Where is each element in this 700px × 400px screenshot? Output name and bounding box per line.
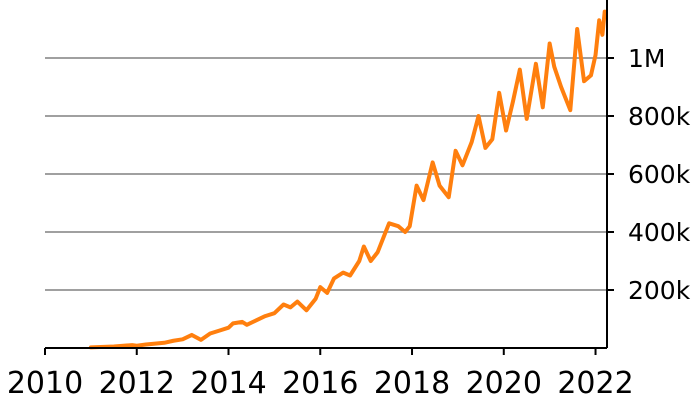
x-tick-label-2022: 2022: [557, 366, 633, 400]
y-tick-label-400k: 400k: [628, 218, 691, 247]
series-line-1: [88, 9, 607, 350]
tick-layer: 2010 2012 2014 2016 2018 2020 2022 200k 400k 600k…: [7, 44, 691, 400]
x-tick-label-2012: 2012: [99, 366, 175, 400]
x-tick-label-2014: 2014: [190, 366, 266, 400]
y-tick-label-200k: 200k: [628, 276, 691, 305]
x-tick-label-2020: 2020: [466, 366, 542, 400]
x-tick-label-2010: 2010: [7, 366, 83, 400]
x-tick-label-2016: 2016: [282, 366, 358, 400]
series-layer: [88, 9, 607, 350]
y-tick-label-1M: 1M: [628, 44, 665, 73]
y-tick-label-800k: 800k: [628, 102, 691, 131]
x-tick-label-2018: 2018: [374, 366, 450, 400]
gridlines: [45, 57, 607, 291]
y-tick-label-600k: 600k: [628, 160, 691, 189]
